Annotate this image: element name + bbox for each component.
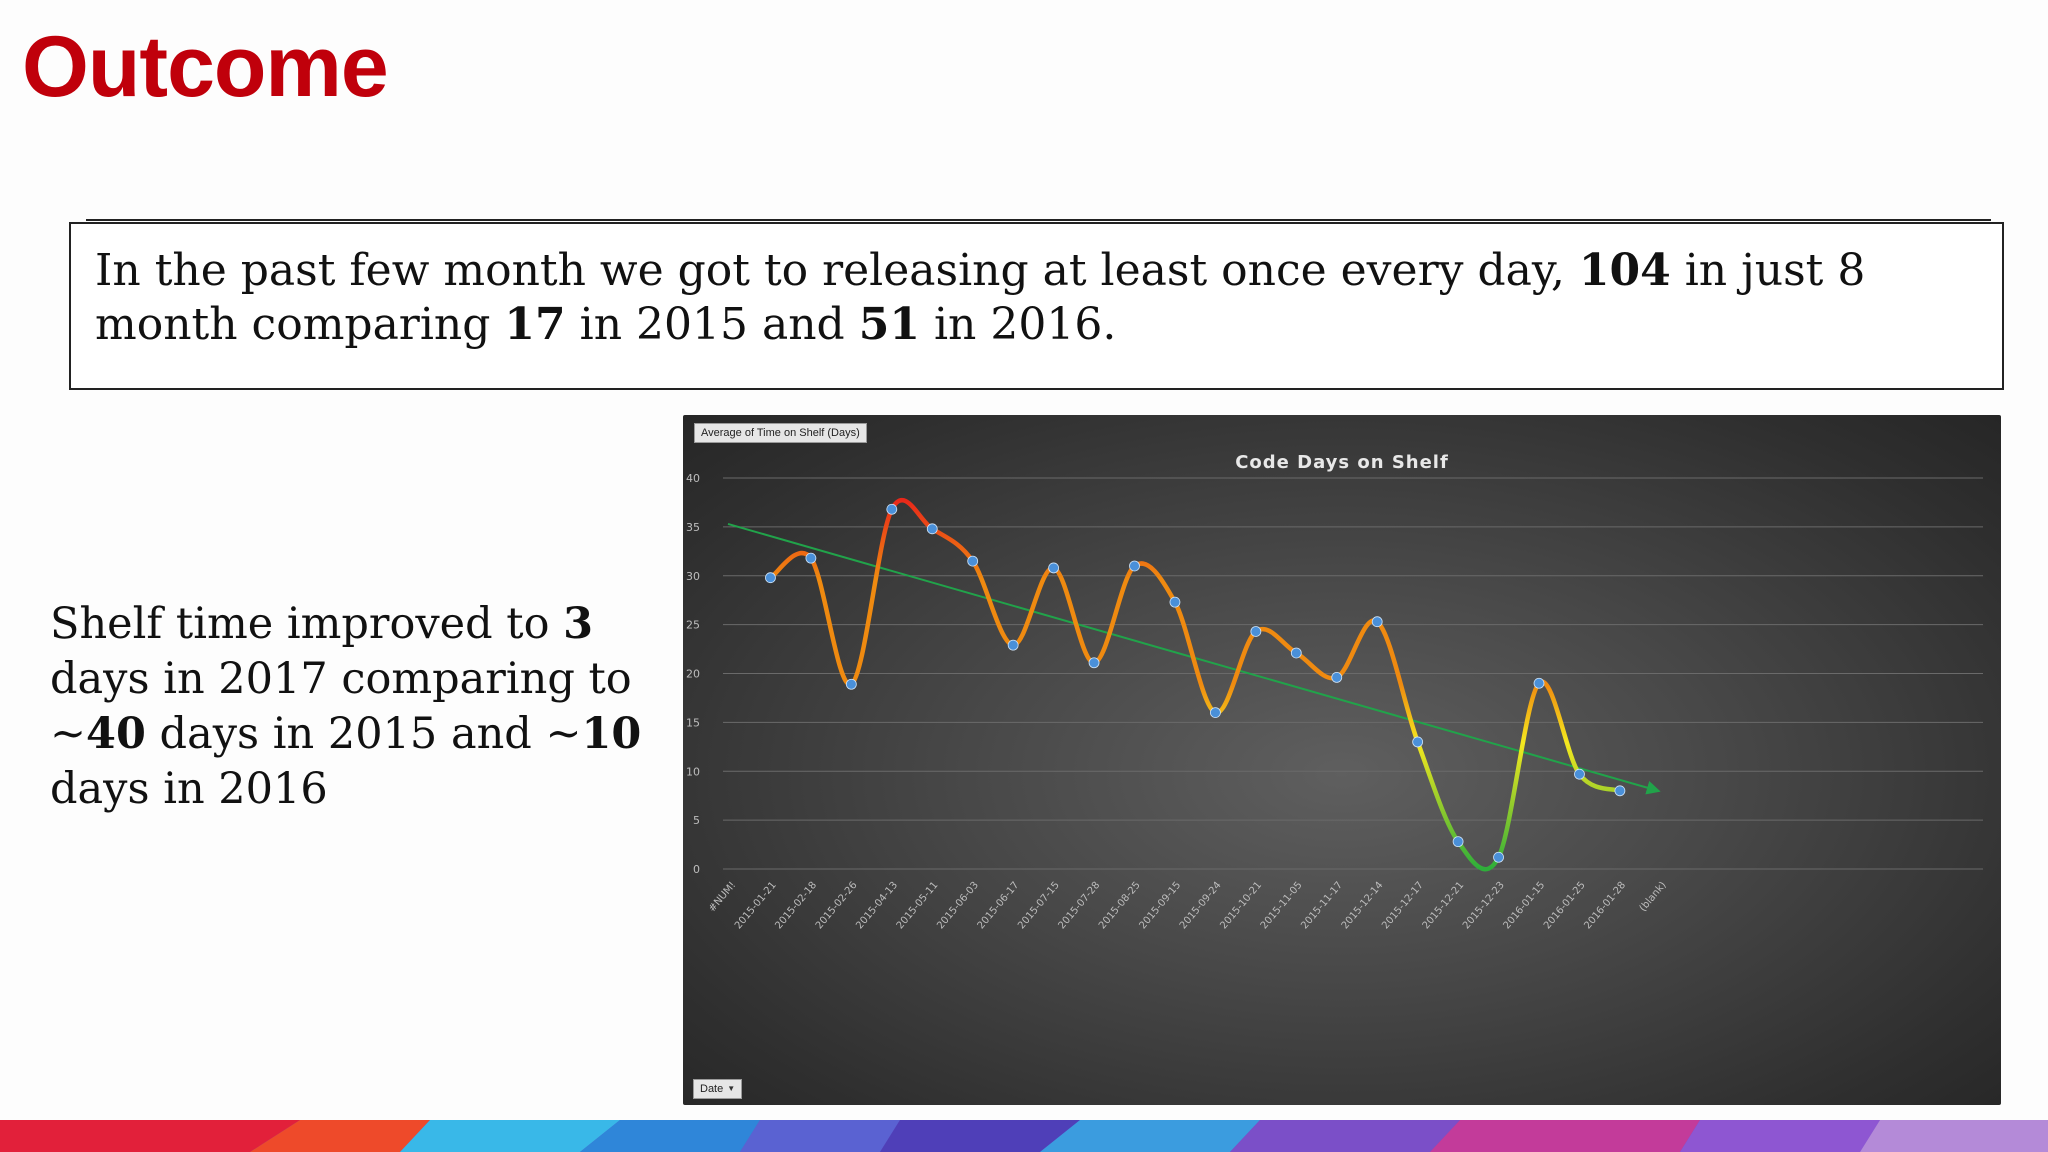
page-title: Outcome: [22, 19, 389, 115]
date-field-button[interactable]: Date ▼: [693, 1079, 743, 1099]
y-tick-label: 30: [686, 570, 700, 583]
x-tick-label: 2015-04-13: [854, 880, 900, 932]
x-tick-label: 2015-01-21: [733, 880, 779, 932]
chart-title: Code Days on Shelf: [1235, 452, 1449, 473]
y-tick-label: 10: [686, 765, 700, 778]
shelf-days-2016: 10: [581, 709, 642, 759]
x-tick-label: (blank): [1638, 880, 1669, 914]
x-tick-label: 2015-11-05: [1259, 880, 1305, 932]
data-point: [967, 555, 979, 567]
top-divider: [86, 219, 1991, 221]
data-point: [1412, 736, 1424, 748]
dropdown-arrow-icon: ▼: [727, 1084, 736, 1093]
x-tick-label: 2015-12-14: [1340, 880, 1386, 932]
code-days-chart: 0 5 10 15 20 25 30 35 40 #NUM! 2015-01-21 2015-02-…: [683, 415, 2001, 1105]
y-tick-label: 0: [693, 863, 700, 876]
x-tick-label: 2015-09-24: [1178, 880, 1224, 932]
x-tick-label: 2015-12-17: [1380, 880, 1426, 932]
y-tick-label: 20: [686, 668, 700, 681]
summary-text-4: in 2016.: [919, 299, 1117, 350]
data-point: [1371, 616, 1383, 628]
x-tick-label: 2015-06-17: [976, 880, 1022, 932]
x-tick-label: 2015-05-11: [895, 880, 941, 932]
shelf-text-2: days in 2017 comparing to ~: [50, 654, 632, 759]
data-point: [765, 572, 776, 584]
decorative-footer-band: [0, 1120, 2048, 1152]
y-tick-label: 5: [693, 814, 700, 827]
x-tick-label: #NUM!: [707, 880, 738, 915]
x-tick-label: 2016-01-15: [1502, 880, 1548, 932]
shelf-days-2015: 40: [86, 709, 146, 759]
data-point: [1210, 707, 1221, 719]
value-field-button[interactable]: Average of Time on Shelf (Days): [694, 423, 867, 443]
data-point: [1493, 851, 1504, 863]
x-tick-label: 2015-07-28: [1057, 880, 1103, 932]
x-tick-label: 2015-06-03: [935, 880, 981, 932]
shelf-text-3: days in 2015 and ~: [145, 709, 582, 759]
summary-text-1: In the past few month we got to releasin…: [95, 245, 1579, 296]
shelf-text-4: days in 2016: [50, 764, 328, 814]
x-tick-label: 2015-08-25: [1097, 880, 1143, 932]
data-point: [1331, 672, 1343, 683]
x-tick-label: 2015-10-21: [1218, 880, 1264, 932]
date-field-label: Date: [700, 1083, 724, 1095]
summary-count-2015: 17: [504, 299, 566, 350]
series-line: [768, 498, 1623, 872]
data-point: [1614, 785, 1626, 797]
data-point: [1088, 657, 1100, 669]
shelf-days-2017: 3: [563, 599, 594, 649]
x-tick-label: 2015-11-17: [1299, 880, 1345, 932]
data-point: [1129, 560, 1140, 572]
data-point: [1007, 639, 1019, 651]
data-point: [1290, 647, 1302, 659]
x-tick-label: 2015-07-15: [1016, 880, 1062, 932]
summary-text-3: in 2015 and: [565, 299, 859, 350]
data-point: [805, 552, 817, 564]
x-tick-label: 2015-09-15: [1137, 880, 1183, 932]
data-point: [845, 678, 857, 690]
data-point: [1169, 596, 1181, 608]
release-summary-box: In the past few month we got to releasin…: [69, 222, 2004, 390]
x-tick-label: 2015-12-23: [1461, 880, 1507, 932]
summary-count-2016: 51: [858, 299, 920, 350]
data-point: [1574, 768, 1585, 780]
shelf-time-summary: Shelf time improved to 3 days in 2017 co…: [50, 597, 670, 817]
x-tick-label: 2016-01-28: [1582, 880, 1628, 932]
y-tick-label: 15: [686, 716, 700, 729]
summary-text-2: in just 8 month comparing: [95, 245, 1866, 350]
data-point: [926, 523, 938, 535]
shelf-text-1: Shelf time improved to: [50, 599, 564, 649]
y-tick-label: 25: [686, 619, 700, 632]
data-point: [1048, 562, 1060, 574]
x-tick-label: 2015-02-18: [773, 880, 819, 932]
data-point: [1452, 836, 1464, 848]
x-tick-label: 2016-01-25: [1542, 880, 1588, 932]
y-tick-label: 35: [686, 521, 700, 534]
x-tick-label: 2015-12-21: [1421, 880, 1467, 932]
data-point: [1250, 626, 1262, 637]
data-point: [1533, 677, 1545, 689]
y-tick-label: 40: [686, 472, 700, 485]
summary-count-2017: 104: [1578, 245, 1671, 296]
data-point: [886, 503, 898, 515]
x-tick-label: 2015-02-26: [814, 880, 860, 932]
